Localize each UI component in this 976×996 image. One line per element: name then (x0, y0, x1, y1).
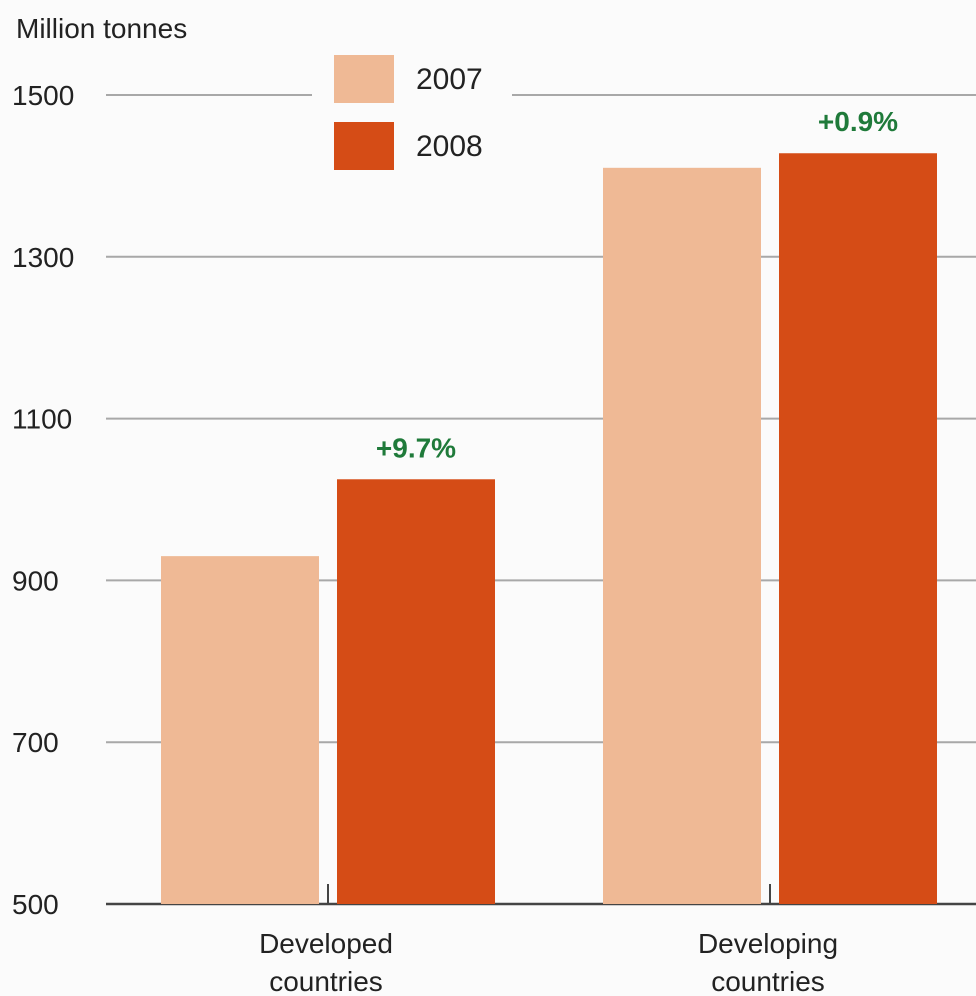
bar-2007-2 (603, 167, 761, 904)
change-annotation: +0.9% (818, 106, 898, 137)
legend: 2007 2008 (312, 48, 512, 184)
y-tick-label: 1300 (12, 242, 74, 273)
legend-label-2007: 2007 (416, 63, 483, 96)
annotations: +9.7% +0.9% (376, 106, 898, 463)
y-tick-label: 700 (12, 727, 59, 758)
bar-2008-1 (337, 479, 495, 904)
legend-label-2008: 2008 (416, 130, 483, 163)
category-label: Developed (259, 928, 393, 959)
category-label: countries (269, 966, 383, 996)
y-tick-labels: 500 700 900 1100 1300 1500 (12, 80, 74, 920)
bars (161, 153, 937, 905)
legend-swatch-2008 (334, 122, 394, 170)
y-axis-title: Million tonnes (16, 13, 187, 44)
category-label: countries (711, 966, 825, 996)
y-tick-label: 1100 (12, 404, 72, 435)
category-label: Developing (698, 928, 838, 959)
bar-2007-1 (161, 556, 319, 904)
legend-swatch-2007 (334, 55, 394, 103)
y-tick-label: 900 (12, 565, 59, 596)
y-tick-label: 1500 (12, 80, 74, 111)
bar-2008-2 (779, 153, 937, 905)
category-labels: Developed countries Developing countries (259, 928, 838, 996)
change-annotation: +9.7% (376, 432, 456, 463)
y-tick-label: 500 (12, 889, 59, 920)
